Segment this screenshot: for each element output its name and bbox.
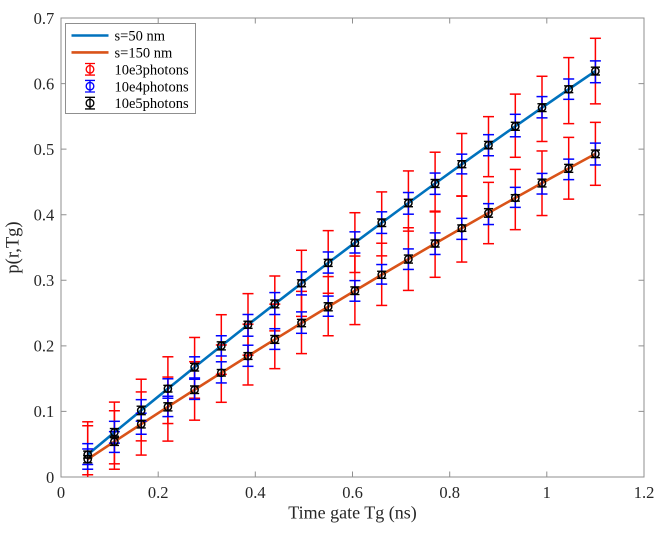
svg-text:s=150 nm: s=150 nm bbox=[115, 46, 173, 62]
svg-text:10e5photons: 10e5photons bbox=[115, 96, 189, 112]
svg-text:10e4photons: 10e4photons bbox=[115, 79, 189, 95]
svg-text:p(r,Tg): p(r,Tg) bbox=[4, 221, 24, 273]
svg-text:0: 0 bbox=[57, 483, 65, 502]
svg-text:10e3photons: 10e3photons bbox=[115, 62, 189, 78]
svg-text:0.4: 0.4 bbox=[245, 483, 266, 502]
svg-text:0.5: 0.5 bbox=[34, 140, 55, 159]
svg-text:1.2: 1.2 bbox=[634, 483, 655, 502]
svg-text:0.3: 0.3 bbox=[34, 271, 55, 290]
svg-text:0.6: 0.6 bbox=[34, 74, 55, 93]
svg-text:0.2: 0.2 bbox=[34, 337, 55, 356]
svg-text:0.4: 0.4 bbox=[34, 206, 55, 225]
svg-text:0.6: 0.6 bbox=[342, 483, 363, 502]
svg-text:s=50 nm: s=50 nm bbox=[115, 29, 166, 45]
svg-text:0.8: 0.8 bbox=[439, 483, 460, 502]
svg-text:1: 1 bbox=[543, 483, 551, 502]
svg-text:0.1: 0.1 bbox=[34, 402, 55, 421]
svg-text:Time gate Tg (ns): Time gate Tg (ns) bbox=[288, 503, 417, 524]
svg-text:0.2: 0.2 bbox=[148, 483, 169, 502]
svg-text:0.7: 0.7 bbox=[34, 9, 55, 28]
svg-text:0: 0 bbox=[46, 468, 54, 487]
